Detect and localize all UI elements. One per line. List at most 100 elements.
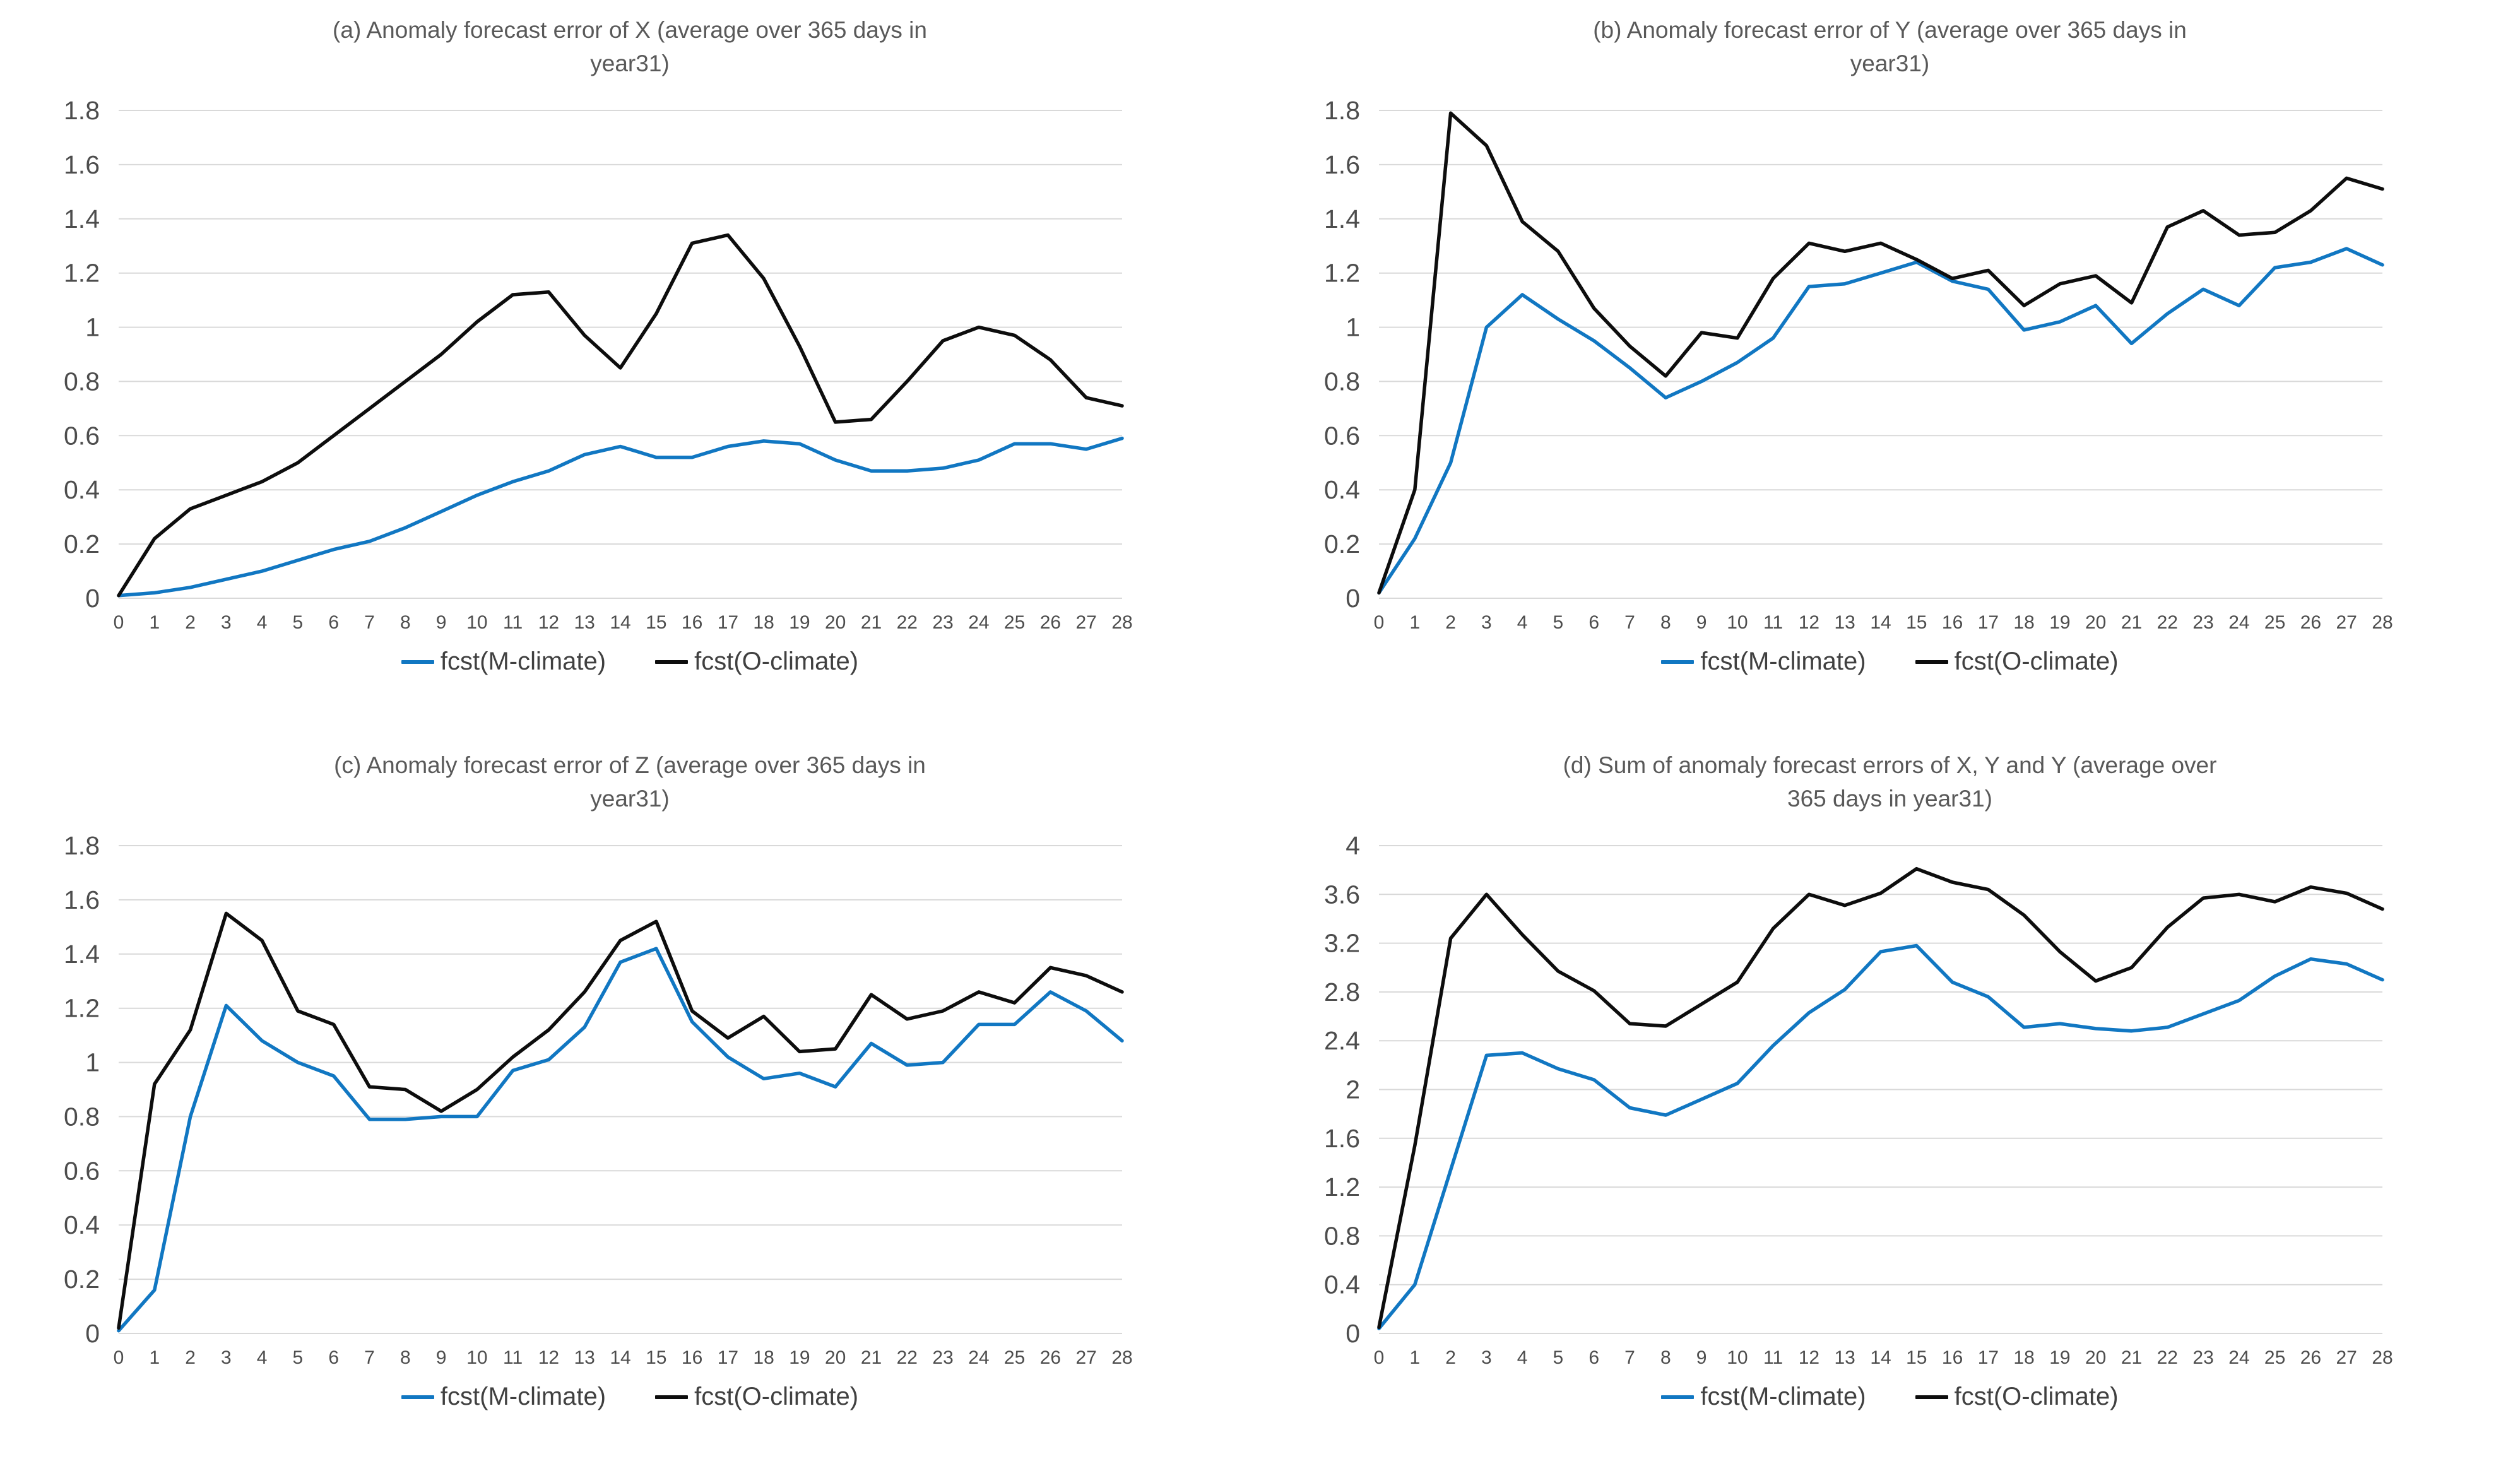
x-tick-label: 3 bbox=[221, 1347, 232, 1368]
y-tick-label: 4 bbox=[1346, 831, 1360, 860]
chart-canvas: 00.20.40.60.811.21.41.61.80 1 2 3 4 5 6 7 8 9 10 11… bbox=[64, 96, 1133, 633]
x-tick-label: 23 bbox=[2192, 1347, 2213, 1368]
y-tick-label: 1.6 bbox=[1324, 150, 1360, 179]
y-tick-label: 0.8 bbox=[1324, 1221, 1360, 1250]
x-tick-label: 18 bbox=[753, 1347, 774, 1368]
x-tick-label: 19 bbox=[789, 1347, 810, 1368]
chart-c-plot: 0 0.2 0.4 0.6 0.8 1 1.2 1.4 1.6 1.8 0 1 2 3 4 5 6 7 8 9 10 11… bbox=[37, 824, 1223, 1379]
x-tick-label: 26 bbox=[1040, 1347, 1061, 1368]
chart-b-legend: fcst(M-climate) fcst(O-climate) bbox=[1661, 647, 2119, 676]
y-tick-label: 0.2 bbox=[64, 1265, 100, 1294]
y-tick-label: 2 bbox=[1346, 1075, 1360, 1104]
chart-canvas: 00.40.81.21.622.42.83.23.640 1 2 3 4 5 6 7 8 9 10 1… bbox=[1324, 831, 2393, 1368]
x-tick-label: 24 bbox=[2228, 1347, 2249, 1368]
x-tick-label: 5 bbox=[293, 612, 304, 633]
x-tick-label: 9 bbox=[1696, 612, 1707, 633]
x-tick-label: 22 bbox=[897, 1347, 918, 1368]
x-tick-label: 20 bbox=[825, 612, 846, 633]
chart-d-legend: fcst(M-climate) fcst(O-climate) bbox=[1661, 1383, 2119, 1411]
x-tick-label: 16 bbox=[1941, 612, 1962, 633]
legend-line-o-climate-icon bbox=[1915, 1395, 1948, 1399]
x-tick-label: 20 bbox=[2085, 1347, 2106, 1368]
x-tick-label: 8 bbox=[1660, 612, 1671, 633]
x-tick-label: 4 bbox=[1517, 612, 1527, 633]
x-tick-label: 19 bbox=[789, 612, 810, 633]
x-tick-label: 5 bbox=[1553, 1347, 1563, 1368]
x-tick-label: 28 bbox=[1111, 1347, 1132, 1368]
chart-c-title-line2: year31) bbox=[590, 785, 670, 812]
chart-a: (a) Anomaly forecast error of X (average… bbox=[0, 0, 1260, 735]
y-tick-label: 1.2 bbox=[64, 259, 100, 288]
chart-canvas: 00.20.40.60.811.21.41.61.80 1 2 3 4 5 6 7 8 9 10 11… bbox=[64, 831, 1133, 1368]
chart-canvas: 00.20.40.60.811.21.41.61.80 1 2 3 4 5 6 7 8 9 10 11… bbox=[1324, 96, 2393, 633]
y-tick-label: 0 bbox=[1346, 584, 1360, 613]
y-tick-label: 1.2 bbox=[1324, 259, 1360, 288]
x-tick-label: 23 bbox=[932, 612, 953, 633]
x-tick-label: 22 bbox=[897, 612, 918, 633]
x-tick-label: 25 bbox=[1004, 1347, 1025, 1368]
x-tick-label: 6 bbox=[328, 1347, 339, 1368]
chart-d-title: (d) Sum of anomaly forecast errors of X,… bbox=[1563, 749, 2217, 818]
x-tick-label: 25 bbox=[1004, 612, 1025, 633]
chart-b-title-line2: year31) bbox=[1850, 50, 1930, 76]
x-tick-label: 14 bbox=[610, 612, 630, 633]
x-tick-label: 4 bbox=[1517, 1347, 1527, 1368]
y-tick-label: 3.6 bbox=[1324, 880, 1360, 909]
x-tick-label: 10 bbox=[1727, 1347, 1748, 1368]
x-tick-label: 12 bbox=[1798, 612, 1819, 633]
x-tick-label: 28 bbox=[1111, 612, 1132, 633]
x-tick-label: 18 bbox=[753, 612, 774, 633]
m-climate-line bbox=[117, 436, 1124, 598]
x-tick-label: 14 bbox=[1870, 612, 1891, 633]
legend-line-m-climate-icon bbox=[401, 659, 434, 664]
y-tick-label: 2.8 bbox=[1324, 978, 1360, 1007]
x-tick-label: 7 bbox=[1624, 612, 1635, 633]
m-climate-line bbox=[1376, 943, 2384, 1331]
y-tick-label: 0.8 bbox=[64, 1102, 100, 1131]
o-climate-line bbox=[117, 911, 1124, 1330]
x-tick-label: 27 bbox=[2336, 612, 2357, 633]
x-tick-label: 23 bbox=[2192, 612, 2213, 633]
chart-a-title-line2: year31) bbox=[590, 50, 670, 76]
x-tick-label: 22 bbox=[2156, 612, 2177, 633]
x-tick-label: 15 bbox=[646, 612, 666, 633]
y-tick-label: 1 bbox=[85, 1048, 100, 1077]
legend-label-m-climate: fcst(M-climate) bbox=[1700, 1383, 1866, 1410]
x-tick-label: 14 bbox=[610, 1347, 630, 1368]
chart-d-title-line1: (d) Sum of anomaly forecast errors of X,… bbox=[1563, 752, 2217, 778]
x-tick-label: 24 bbox=[2228, 612, 2249, 633]
x-tick-label: 1 bbox=[1409, 612, 1420, 633]
x-tick-label: 12 bbox=[1798, 1347, 1819, 1368]
x-tick-label: 7 bbox=[364, 612, 375, 633]
legend-line-o-climate-icon bbox=[1915, 659, 1948, 664]
x-tick-label: 26 bbox=[2300, 612, 2321, 633]
x-tick-label: 8 bbox=[400, 1347, 411, 1368]
y-tick-label: 0.4 bbox=[64, 1210, 100, 1239]
x-tick-label: 13 bbox=[1834, 612, 1855, 633]
x-tick-label: 7 bbox=[1624, 1347, 1635, 1368]
legend-label-m-climate: fcst(M-climate) bbox=[440, 1383, 606, 1410]
x-tick-label: 15 bbox=[1906, 1347, 1927, 1368]
y-tick-label: 0.8 bbox=[64, 367, 100, 396]
legend-line-o-climate-icon bbox=[655, 659, 689, 664]
x-tick-label: 1 bbox=[149, 1347, 160, 1368]
x-tick-label: 21 bbox=[861, 612, 882, 633]
x-tick-label: 20 bbox=[825, 1347, 846, 1368]
x-tick-label: 23 bbox=[932, 1347, 953, 1368]
y-tick-label: 1.8 bbox=[64, 831, 100, 860]
legend-line-m-climate-icon bbox=[1661, 1395, 1695, 1399]
x-tick-label: 25 bbox=[2264, 612, 2285, 633]
x-tick-label: 13 bbox=[574, 612, 595, 633]
chart-b: (b) Anomaly forecast error of Y (average… bbox=[1260, 0, 2520, 735]
m-climate-line bbox=[1376, 247, 2384, 595]
x-tick-label: 2 bbox=[185, 1347, 196, 1368]
x-tick-label: 13 bbox=[1834, 1347, 1855, 1368]
y-tick-label: 3.2 bbox=[1324, 929, 1360, 958]
legend-label-o-climate: fcst(O-climate) bbox=[1954, 647, 2119, 675]
x-tick-label: 17 bbox=[1977, 612, 1998, 633]
x-tick-label: 19 bbox=[2049, 1347, 2070, 1368]
x-tick-label: 0 bbox=[114, 1347, 124, 1368]
x-tick-label: 11 bbox=[503, 1347, 523, 1368]
y-tick-label: 0.2 bbox=[1324, 529, 1360, 558]
